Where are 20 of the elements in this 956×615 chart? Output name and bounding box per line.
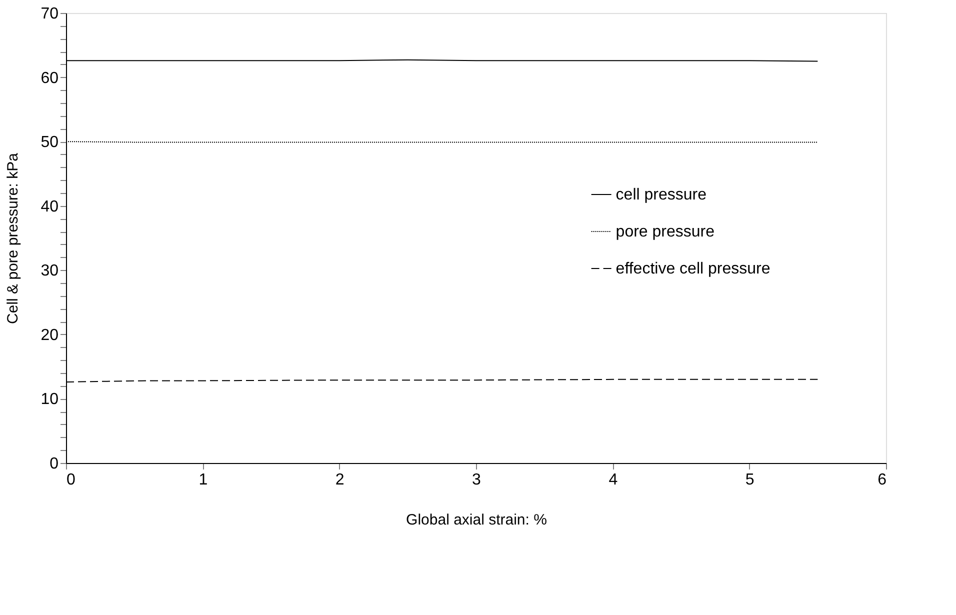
y-tick-label: 60 [40,70,59,87]
legend-label: cell pressure [616,186,707,204]
y-tick-label: 0 [50,456,59,472]
legend-label: pore pressure [616,224,715,240]
y-tick-label: 40 [40,198,59,216]
x-tick-label: 4 [608,472,618,488]
legend-label: effective cell pressure [616,260,770,278]
y-tick-label: 20 [40,326,59,344]
x-axis-title: Global axial strain: % [406,512,547,528]
y-tick-label: 10 [40,391,59,408]
x-tick-label: 3 [472,472,482,488]
y-tick-label: 70 [40,6,59,22]
x-tick-label: 2 [335,472,344,488]
x-tick-label: 1 [198,472,208,488]
x-tick-label: 0 [66,472,76,488]
x-tick-label: 6 [878,472,887,488]
y-tick-label: 50 [40,134,59,152]
y-axis-title: Cell & pore pressure: kPa [4,152,22,324]
y-tick-label: 30 [40,262,59,280]
x-tick-label: 5 [745,472,754,488]
